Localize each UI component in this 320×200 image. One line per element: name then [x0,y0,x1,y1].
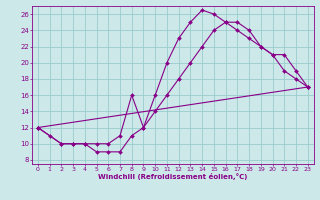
X-axis label: Windchill (Refroidissement éolien,°C): Windchill (Refroidissement éolien,°C) [98,173,247,180]
